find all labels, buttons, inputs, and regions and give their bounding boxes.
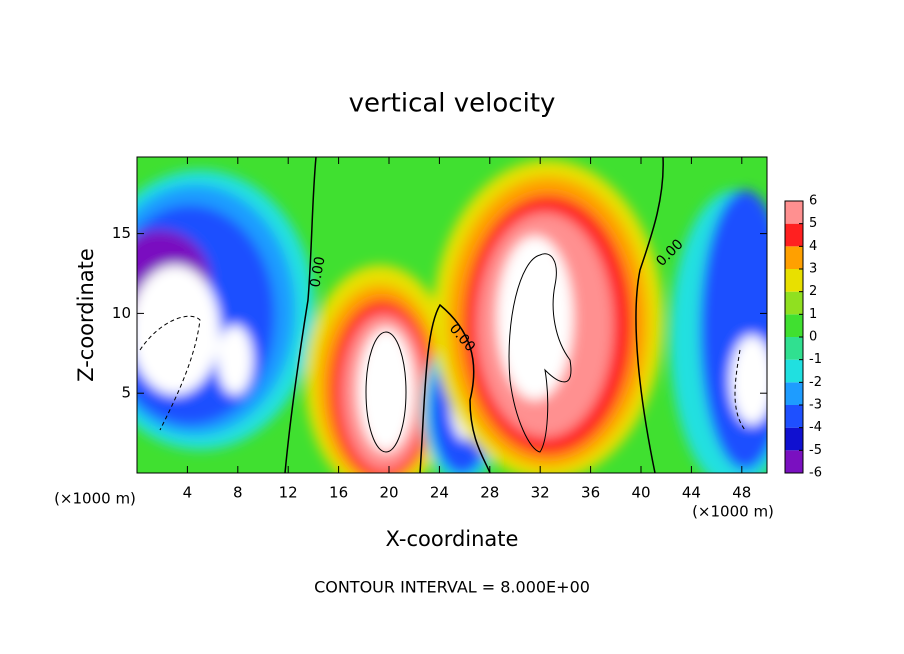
x-axis-label: X-coordinate [386,527,519,551]
colorbar-band [785,201,803,224]
colorbar-tick-label: 1 [809,307,817,322]
colorbar-tick-label: 4 [809,239,817,254]
x-tick-label: 40 [631,484,650,502]
colorbar-band [785,291,803,315]
chart-title: vertical velocity [349,89,556,119]
colorbar-tick-label: 2 [809,284,817,299]
colorbar-band [785,450,803,473]
x-tick-label: 32 [531,484,550,502]
x-tick-label: 28 [480,484,499,502]
footer: CONTOUR INTERVAL = 8.000E+00 [314,578,590,597]
x-tick-label: 48 [732,484,751,502]
colorbar-tick-label: 6 [809,194,817,209]
colorbar-band [785,246,803,269]
colorbar-band [785,223,803,247]
colorbar-band [785,382,803,405]
colorbar-tick-label: 3 [809,262,817,277]
x-tick-label: 8 [233,484,243,502]
x-tick-label: 16 [329,484,348,502]
colorbar-tick-label: -4 [809,420,822,435]
y-axis-label: Z-coordinate [74,248,98,382]
x-unit: (×1000 m) [692,503,774,521]
x-tick-label: 4 [183,484,193,502]
x-tick-label: 36 [581,484,600,502]
x-tick-label: 44 [682,484,701,502]
colorbar-tick-label: -5 [809,443,822,458]
colorbar-tick-label: -2 [809,375,822,390]
colorbar-tick-label: -3 [809,398,822,413]
y-tick-label: 15 [112,224,131,242]
x-tick-label: 12 [279,484,298,502]
x-tick-label: 24 [430,484,449,502]
contour-label: 0.00 [307,255,328,288]
colorbar-tick-label: 0 [809,330,817,345]
colorbar-tick-label: -6 [809,466,822,481]
colorbar-band [785,427,803,451]
y-tick-label: 5 [121,384,131,402]
plot-frame [136,156,768,474]
y-tick-label: 10 [112,304,131,322]
x-unit: (×1000 m) [54,490,136,508]
colorbar-band [785,405,803,428]
field [137,157,767,473]
x-tick-label: 20 [379,484,398,502]
colorbar-band [785,314,803,337]
colorbar-band [785,337,803,360]
colorbar-band [785,359,803,383]
colorbar-tick-label: -1 [809,352,822,367]
colorbar-tick-label: 5 [809,216,817,231]
colorbar-band [785,269,803,292]
